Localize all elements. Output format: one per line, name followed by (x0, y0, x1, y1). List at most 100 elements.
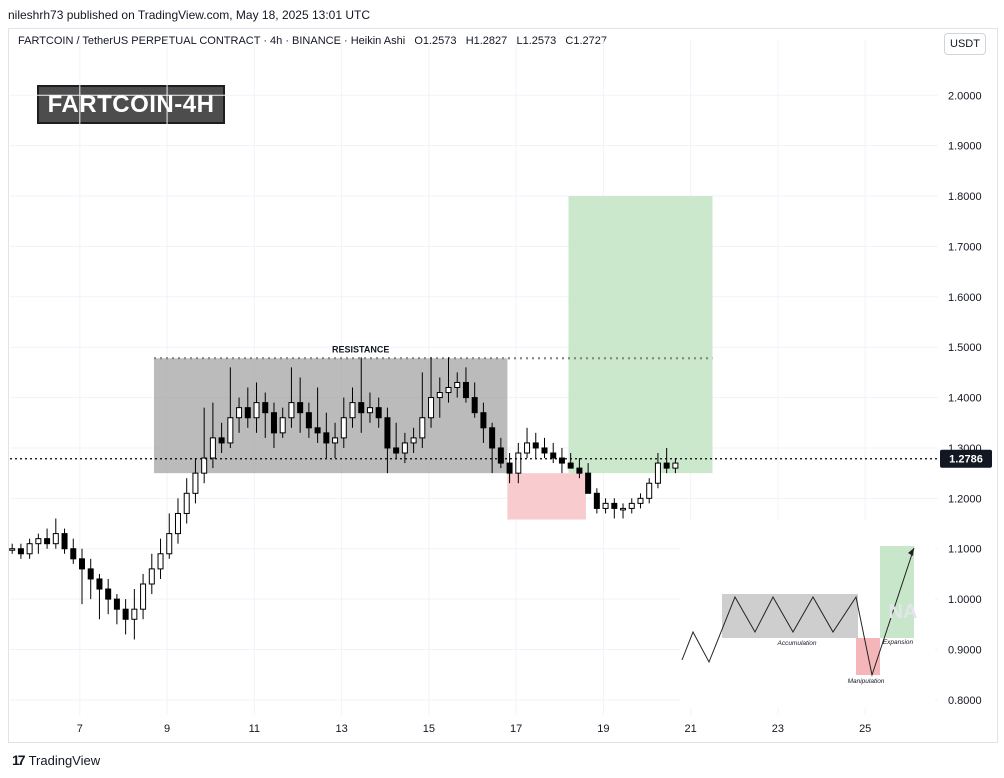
candle-body (297, 402, 304, 414)
accumulation-zone (153, 358, 508, 474)
candle-body (244, 407, 251, 419)
ohlc-low: L1.2573 (516, 35, 557, 47)
candle-body (436, 392, 443, 399)
x-tick-label: 17 (510, 723, 522, 735)
candle-body (340, 417, 347, 439)
candle-body (122, 608, 129, 620)
candle-body (26, 543, 33, 555)
candle-body (410, 437, 417, 444)
resistance-label: RESISTANCE (332, 344, 389, 354)
candle-body (515, 452, 522, 474)
y-tick-label: 1.9000 (948, 141, 982, 153)
ohlc-open: O1.2573 (414, 35, 457, 47)
last-price-tag (940, 449, 992, 468)
resistance-layer: RESISTANCE (153, 344, 713, 360)
candle-body (270, 412, 277, 434)
candle-body (637, 497, 644, 504)
symbol-legend: FARTCOIN / TetherUS PERPETUAL CONTRACT ·… (18, 35, 607, 47)
candle-body (349, 402, 356, 419)
y-tick-label: 0.9000 (948, 645, 982, 657)
candle-body (70, 548, 77, 560)
candle-body (78, 558, 85, 570)
candle-body (419, 417, 426, 439)
candle-body (96, 578, 103, 590)
x-tick-label: 21 (685, 723, 697, 735)
candle-body (393, 447, 400, 454)
y-tick-label: 1.5000 (948, 342, 982, 354)
candle-body (332, 437, 339, 444)
inset-label-accumulation: Accumulation (776, 640, 816, 647)
candle-body (480, 412, 487, 429)
currency-button[interactable]: USDT (944, 33, 986, 55)
y-tick-label: 1.8000 (948, 191, 982, 203)
y-axis: 2.0000 1.9000 1.8000 1.7000 1.6000 1.5000 1.40… (948, 90, 982, 707)
candle-body (253, 402, 260, 419)
candle-body (541, 447, 548, 454)
candle-body (166, 533, 173, 555)
x-tick-label: 23 (772, 723, 784, 735)
candle-body (236, 407, 243, 419)
inset-watermark: NA (889, 601, 918, 623)
y-tick-label: 1.3000 (948, 443, 982, 455)
inset-label-expansion: Expansion (883, 639, 914, 646)
candle-body (550, 452, 557, 459)
candle-body (611, 502, 618, 509)
ohlc-high: H1.2827 (465, 35, 508, 47)
inset-accumulation-box (722, 594, 858, 638)
x-tick-label: 11 (249, 723, 260, 735)
y-tick-label: 1.4000 (948, 393, 982, 405)
inset-amd-path (681, 547, 915, 677)
inset-arrow-head (908, 548, 914, 556)
candle-body (9, 548, 16, 551)
inset-label-manipulation: Manipulation (848, 678, 885, 685)
stop-loss-zone (507, 473, 586, 520)
inset-expansion-box (880, 546, 914, 638)
candle-body (305, 412, 312, 429)
candle-body (593, 492, 600, 509)
y-tick-label: 2.0000 (948, 90, 982, 102)
y-tick-label: 1.1000 (948, 544, 982, 556)
chart-frame (8, 28, 998, 743)
candle-body (489, 427, 496, 449)
candle-body (585, 472, 592, 494)
x-tick-label: 25 (859, 723, 871, 735)
tradingview-brand[interactable]: 17 TradingView (12, 752, 100, 768)
last-price-value: 1.2786 (949, 454, 983, 466)
candle-body (35, 538, 42, 545)
candle-body (497, 447, 504, 464)
candle-body (532, 442, 539, 449)
candle-body (227, 417, 234, 444)
candle-body (174, 512, 181, 535)
candle-body (654, 462, 661, 484)
candle-body (445, 387, 452, 394)
last-price-layer: 1.2786 (10, 449, 992, 468)
candle-body (462, 381, 469, 399)
candle-body (52, 533, 59, 545)
candle-body (218, 437, 225, 444)
brand-label: TradingView (28, 752, 101, 768)
candle-body (262, 402, 269, 414)
candle-body (454, 381, 461, 389)
candle-body (192, 472, 199, 494)
candle-body (105, 588, 112, 600)
candle-body (646, 482, 653, 499)
candle-body (113, 598, 120, 610)
candle-body (288, 402, 295, 419)
candle-body (44, 538, 51, 545)
candle-body (323, 432, 330, 444)
candle-body (279, 417, 286, 434)
y-tick-label: 1.6000 (948, 292, 982, 304)
candle-body (428, 397, 435, 419)
candle-body (140, 583, 147, 610)
candle-body (61, 533, 68, 550)
candle-body (87, 568, 94, 580)
candle-body (157, 553, 164, 570)
x-tick-label: 7 (77, 723, 83, 735)
candles-layer (9, 357, 679, 640)
candle-body (201, 457, 208, 474)
candle-body (314, 427, 321, 434)
x-tick-label: 13 (335, 723, 347, 735)
target-zone (568, 196, 713, 474)
candle-body (506, 462, 513, 474)
